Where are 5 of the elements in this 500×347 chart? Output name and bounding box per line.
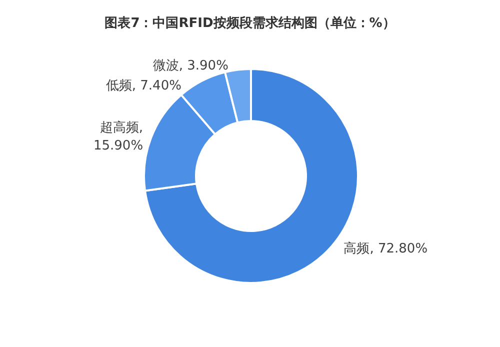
slice-label: 高频, 72.80% <box>344 240 428 256</box>
slice-label: 低频, 7.40% <box>106 78 182 94</box>
slice-label: 微波, 3.90% <box>152 58 228 74</box>
slice-label: 超高频, 15.90% <box>93 119 144 154</box>
chart-title: 图表7：中国RFID按频段需求结构图（单位：%） <box>104 15 396 31</box>
